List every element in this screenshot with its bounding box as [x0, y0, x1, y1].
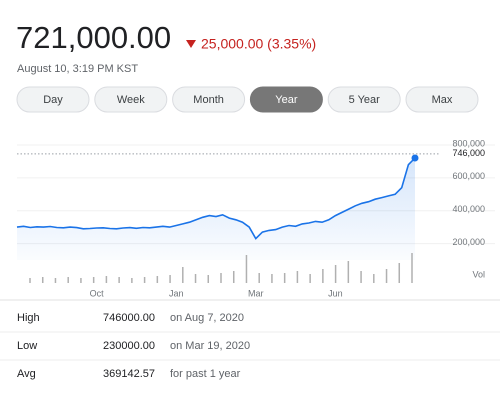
x-tick-label: Jan — [169, 288, 184, 298]
volume-bar — [67, 277, 69, 283]
volume-bar — [322, 269, 324, 283]
volume-bar — [105, 276, 108, 283]
x-tick-label: Jun — [328, 288, 343, 298]
volume-bar — [347, 261, 350, 283]
range-button[interactable] — [327, 86, 401, 113]
volume-bar — [385, 269, 388, 283]
range-button-label[interactable]: Day — [43, 94, 63, 106]
high-label: 746,000 — [452, 148, 485, 158]
volume-bar — [29, 278, 31, 283]
volume-bar — [156, 276, 159, 283]
x-tick-label: Mar — [248, 288, 264, 298]
range-button-label[interactable]: Month — [193, 94, 224, 106]
volume-bar — [207, 275, 210, 283]
stat-value: 230000.00 — [103, 340, 155, 352]
price: 721,000.00 — [16, 20, 171, 55]
price-line — [16, 157, 416, 240]
last-point — [411, 154, 419, 162]
stat-value: 746000.00 — [103, 312, 155, 324]
stat-name: Low — [17, 340, 37, 352]
volume-bar — [411, 253, 413, 283]
volume-bar — [92, 277, 95, 283]
range-button[interactable] — [16, 86, 90, 113]
volume-bar — [54, 278, 57, 283]
volume-bar — [169, 275, 171, 283]
volume-label: Vol — [472, 269, 485, 279]
volume-bar — [118, 277, 120, 283]
y-tick-label: 200,000 — [452, 237, 485, 247]
volume-bar — [373, 274, 375, 283]
stat-name: High — [17, 312, 40, 324]
volume-bar — [80, 278, 82, 283]
volume-bar — [41, 277, 44, 283]
price-change: 25,000.00 (3.35%) — [201, 36, 316, 52]
y-tick-label: 800,000 — [452, 138, 485, 148]
volume-bar — [271, 274, 273, 283]
volume-bar — [398, 263, 401, 283]
y-tick-label: 400,000 — [452, 204, 485, 214]
volume-bar — [143, 277, 146, 283]
volume-bar — [283, 273, 286, 283]
x-tick-label: Oct — [90, 288, 105, 298]
range-button-label[interactable]: Max — [432, 94, 453, 106]
volume-bar — [360, 271, 362, 283]
area — [17, 158, 415, 260]
range-button[interactable] — [405, 86, 479, 113]
y-tick-label: 600,000 — [452, 171, 485, 181]
volume-bar — [194, 274, 197, 283]
volume-bar — [245, 255, 248, 283]
volume-bar — [334, 265, 337, 283]
stat-value: 369142.57 — [103, 368, 155, 380]
volume-bar — [220, 273, 222, 283]
range-button[interactable] — [172, 86, 246, 113]
range-button[interactable] — [94, 86, 168, 113]
range-button-label[interactable]: Week — [117, 94, 145, 106]
range-button[interactable] — [249, 86, 323, 113]
volume-bar — [309, 274, 311, 283]
stat-name: Avg — [17, 368, 36, 380]
volume-bar — [182, 267, 184, 283]
down-arrow — [186, 40, 196, 48]
volume-bar — [232, 271, 235, 283]
volume-bar — [296, 271, 299, 283]
range-button-label[interactable]: Year — [275, 94, 298, 106]
range-button-label[interactable]: 5 Year — [349, 94, 381, 106]
stat-note: on Mar 19, 2020 — [170, 340, 250, 352]
volume-bar — [131, 278, 133, 283]
timestamp: August 10, 3:19 PM KST — [17, 63, 138, 75]
stat-note: on Aug 7, 2020 — [170, 312, 244, 324]
volume-bar — [258, 273, 260, 283]
stat-note: for past 1 year — [170, 368, 241, 380]
